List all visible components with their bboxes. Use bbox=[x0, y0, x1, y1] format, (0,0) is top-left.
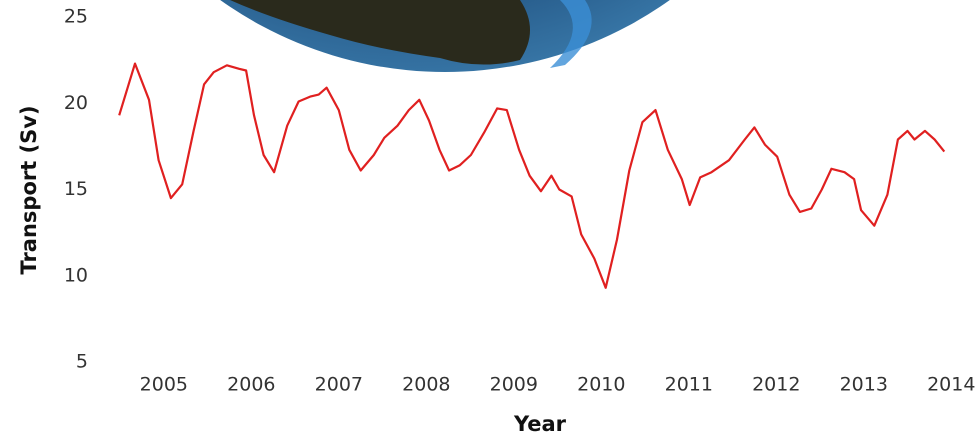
x-axis-title: Year bbox=[513, 412, 567, 436]
x-tick-label: 2009 bbox=[490, 374, 538, 396]
x-tick-label: 2005 bbox=[140, 374, 188, 396]
y-tick-label: 10 bbox=[64, 264, 88, 286]
y-axis-title: Transport (Sv) bbox=[17, 105, 41, 274]
page: {"chart_data": {"type": "line", "xlabel"… bbox=[0, 0, 980, 440]
chart: Transport (Sv) Year 5 10 15 20 25 2005 2006 200… bbox=[0, 0, 980, 440]
data-line bbox=[119, 64, 944, 288]
x-tick-label: 2011 bbox=[665, 374, 713, 396]
x-tick-label: 2013 bbox=[840, 374, 888, 396]
x-tick-label: 2008 bbox=[402, 374, 450, 396]
y-tick-label: 5 bbox=[76, 351, 88, 373]
globe-image bbox=[58, 0, 832, 72]
x-tick-label: 2007 bbox=[315, 374, 363, 396]
y-tick-label: 20 bbox=[64, 92, 88, 114]
y-tick-label: 15 bbox=[64, 178, 88, 200]
x-tick-label: 2012 bbox=[752, 374, 800, 396]
y-tick-label: 25 bbox=[64, 6, 88, 28]
x-tick-label: 2014 bbox=[927, 374, 975, 396]
x-tick-label: 2010 bbox=[577, 374, 625, 396]
x-tick-label: 2006 bbox=[227, 374, 275, 396]
